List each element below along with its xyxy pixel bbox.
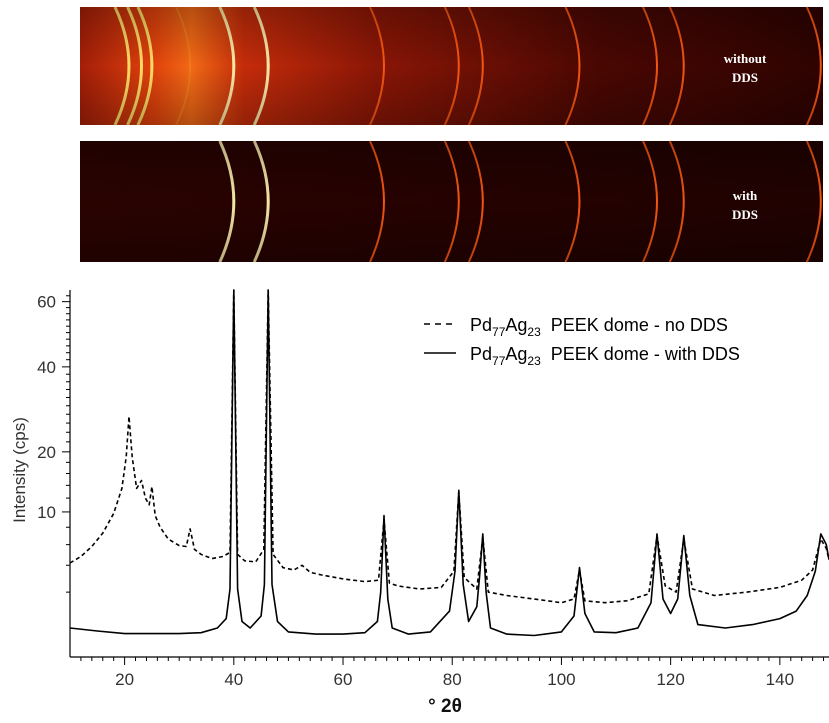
panel-shade: [80, 7, 823, 125]
axis-layer: 20 40 60 80 100 120 140 10 20 40 60: [37, 293, 825, 689]
x-tick-label: 20: [115, 670, 134, 689]
legend-sub-23: 23: [527, 325, 541, 339]
xrd-plot: 20 40 60 80 100 120 140 10 20 40 60 Intensity (cps…: [10, 289, 829, 717]
panel-label-line2: DDS: [732, 207, 758, 222]
legend-element-ag: Ag: [505, 315, 527, 335]
y-tick-label: 20: [37, 443, 56, 462]
panel-label-line2: DDS: [732, 70, 758, 85]
legend-tail: PEEK dome - no DDS: [541, 315, 728, 335]
series-line-0: [69, 289, 829, 604]
series-layer: [69, 289, 829, 637]
legend-sub-77: 77: [492, 325, 506, 339]
legend-sub-23: 23: [527, 354, 541, 368]
x-tick-label: 100: [547, 670, 575, 689]
diffraction-panel-with-dds: with DDS: [80, 140, 823, 263]
legend-tail: PEEK dome - with DDS: [541, 344, 740, 364]
legend: Pd77Ag23 PEEK dome - no DDS Pd77Ag23 PEE…: [424, 315, 740, 368]
legend-element-pd: Pd: [470, 315, 492, 335]
y-tick-label: 10: [37, 503, 56, 522]
x-tick-label: 120: [656, 670, 684, 689]
legend-label-no-dds: Pd77Ag23 PEEK dome - no DDS: [470, 315, 728, 339]
legend-label-with-dds: Pd77Ag23 PEEK dome - with DDS: [470, 344, 740, 368]
x-tick-label: 60: [334, 670, 353, 689]
y-axis-label: Intensity (cps): [10, 417, 29, 523]
x-tick-label: 80: [443, 670, 462, 689]
panel-label-line1: with: [733, 188, 758, 203]
x-axis-label: ° 2θ: [428, 696, 462, 717]
panel-label-line1: without: [724, 51, 767, 66]
diffraction-panel-without-dds: without DDS: [80, 6, 823, 126]
legend-sub-77: 77: [492, 354, 506, 368]
legend-element-ag: Ag: [505, 344, 527, 364]
legend-element-pd: Pd: [470, 344, 492, 364]
x-tick-label: 40: [224, 670, 243, 689]
y-tick-label: 60: [37, 293, 56, 312]
series-line-1: [69, 289, 829, 637]
x-tick-label: 140: [766, 670, 794, 689]
y-tick-label: 40: [37, 358, 56, 377]
panel-shade: [80, 141, 823, 262]
